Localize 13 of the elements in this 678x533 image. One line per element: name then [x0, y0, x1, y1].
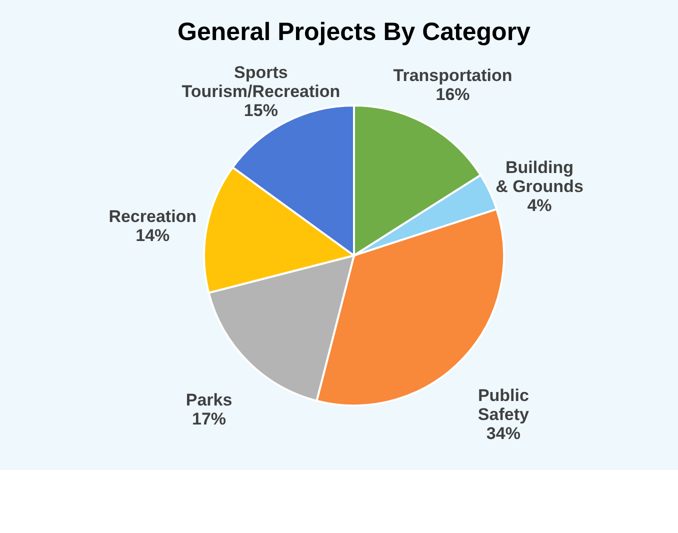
- slice-label: Sports Tourism/Recreation: [182, 62, 340, 101]
- data-label: 4%: [527, 196, 552, 216]
- chart-title: General Projects By Category: [178, 18, 531, 46]
- slice-label: Recreation: [108, 207, 197, 226]
- slice-label: Parks: [186, 390, 232, 410]
- slice-label: Building & Grounds: [496, 158, 584, 196]
- data-label: 34%: [486, 424, 520, 443]
- data-label: 17%: [192, 409, 226, 428]
- data-label: 14%: [136, 226, 170, 246]
- slice-label: Public Safety: [478, 386, 530, 424]
- data-label: 16%: [436, 84, 470, 104]
- slice-label: Transportation: [393, 66, 512, 85]
- data-label: 15%: [244, 100, 278, 120]
